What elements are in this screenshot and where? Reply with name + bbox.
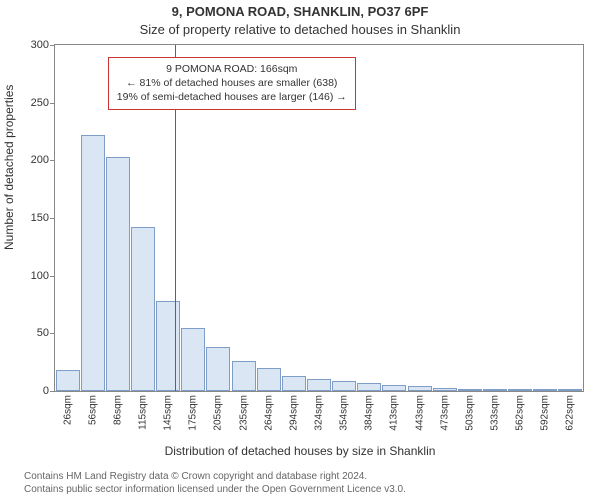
x-tick-label: 473sqm — [439, 395, 450, 431]
x-tick-label: 115sqm — [138, 395, 149, 430]
histogram-bar — [508, 389, 532, 391]
y-tick-label: 50 — [37, 327, 49, 339]
chart-container: 9, POMONA ROAD, SHANKLIN, PO37 6PF Size … — [0, 0, 600, 500]
annotation-box: 9 POMONA ROAD: 166sqm← 81% of detached h… — [108, 57, 356, 110]
y-tick-mark — [50, 103, 55, 104]
annotation-line: 19% of semi-detached houses are larger (… — [117, 90, 347, 104]
x-tick-label: 235sqm — [238, 395, 249, 431]
y-tick-label: 200 — [31, 154, 49, 166]
x-tick-label: 205sqm — [213, 395, 224, 431]
y-tick-label: 150 — [31, 212, 49, 224]
histogram-bar — [131, 227, 155, 391]
y-tick-label: 300 — [31, 39, 49, 51]
x-tick-label: 413sqm — [389, 395, 400, 431]
plot-area: 05010015020025030026sqm56sqm86sqm115sqm1… — [54, 44, 584, 392]
histogram-bar — [181, 328, 205, 391]
histogram-bar — [458, 389, 482, 391]
x-tick-label: 592sqm — [540, 395, 551, 431]
y-axis-label: Number of detached properties — [2, 85, 16, 250]
y-tick-mark — [50, 218, 55, 219]
x-tick-label: 443sqm — [414, 395, 425, 431]
x-tick-label: 145sqm — [163, 395, 174, 431]
histogram-bar — [206, 347, 230, 391]
histogram-bar — [282, 376, 306, 391]
x-tick-label: 175sqm — [188, 395, 199, 431]
address-title: 9, POMONA ROAD, SHANKLIN, PO37 6PF — [0, 4, 600, 19]
y-tick-label: 0 — [43, 385, 49, 397]
x-tick-label: 533sqm — [490, 395, 501, 431]
y-tick-mark — [50, 391, 55, 392]
histogram-bar — [408, 386, 432, 391]
histogram-bar — [156, 301, 180, 391]
annotation-line: 9 POMONA ROAD: 166sqm — [117, 62, 347, 76]
x-tick-label: 264sqm — [263, 395, 274, 431]
histogram-bar — [382, 385, 406, 391]
histogram-bar — [558, 389, 582, 391]
histogram-bar — [533, 389, 557, 391]
histogram-bar — [257, 368, 281, 391]
histogram-bar — [433, 388, 457, 391]
x-tick-label: 86sqm — [112, 395, 123, 425]
x-tick-label: 384sqm — [364, 395, 375, 431]
y-tick-mark — [50, 276, 55, 277]
histogram-bar — [81, 135, 105, 391]
x-axis-label: Distribution of detached houses by size … — [0, 444, 600, 458]
y-tick-mark — [50, 333, 55, 334]
histogram-bar — [332, 381, 356, 391]
y-tick-label: 250 — [31, 97, 49, 109]
histogram-bar — [307, 379, 331, 391]
x-tick-label: 354sqm — [339, 395, 350, 431]
histogram-bar — [56, 370, 80, 391]
x-tick-label: 26sqm — [62, 395, 73, 425]
annotation-line: ← 81% of detached houses are smaller (63… — [117, 76, 347, 90]
x-tick-label: 503sqm — [464, 395, 475, 431]
x-tick-label: 562sqm — [515, 395, 526, 431]
y-tick-label: 100 — [31, 270, 49, 282]
y-tick-mark — [50, 45, 55, 46]
histogram-bar — [232, 361, 256, 391]
chart-subtitle: Size of property relative to detached ho… — [0, 22, 600, 37]
footer-line2: Contains public sector information licen… — [24, 483, 588, 496]
histogram-bar — [106, 157, 130, 391]
histogram-bar — [357, 383, 381, 391]
histogram-bar — [483, 389, 507, 391]
x-tick-label: 294sqm — [288, 395, 299, 431]
x-tick-label: 622sqm — [565, 395, 576, 431]
x-tick-label: 56sqm — [87, 395, 98, 425]
y-tick-mark — [50, 160, 55, 161]
x-tick-label: 324sqm — [314, 395, 325, 431]
footer-line1: Contains HM Land Registry data © Crown c… — [24, 470, 588, 483]
footer-attribution: Contains HM Land Registry data © Crown c… — [24, 470, 588, 496]
